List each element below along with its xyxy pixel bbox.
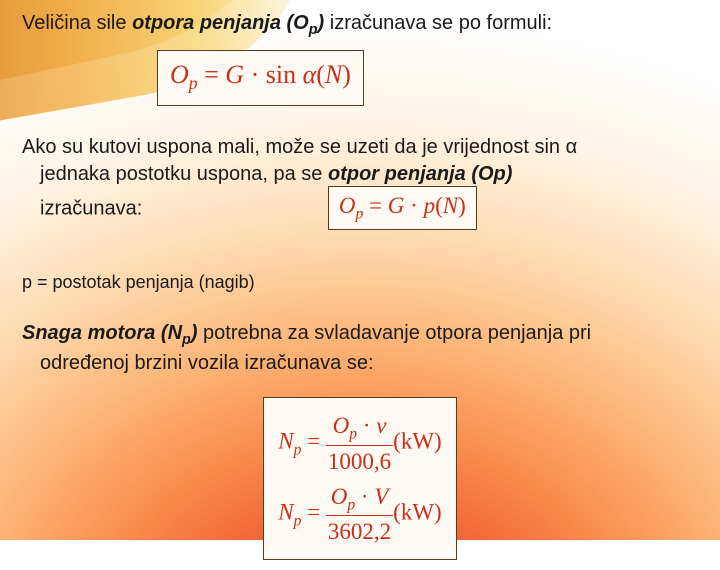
f3a-lhs: N [278,429,293,454]
p1-term: otpora penjanja (O [132,12,309,34]
p4-tail1: potrebna za svladavanje otpora penjanja … [198,322,592,344]
paragraph-1: Veličina sile otpora penjanja (Op) izrač… [22,10,698,40]
paragraph-3: p = postotak penjanja (nagib) [22,270,698,294]
formula-2-wrap: Op = G · p(N) [148,186,477,231]
p4-term: Snaga motora (N [22,322,182,344]
f3b-unit: (kW) [393,499,442,524]
f3a-numb: v [376,413,386,438]
f3a-dot: · [357,413,376,438]
f1-lhs: O [170,60,189,89]
f1-uopen: ( [316,60,325,89]
f1-g: G [225,60,244,89]
f1-sin: sin [266,60,303,89]
f2-g: G [388,193,405,218]
formula-3-row2: Np = Op · V3602,2(kW) [278,481,441,548]
p2-line1: Ako su kutovi uspona mali, može se uzeti… [22,136,577,158]
f1-alpha: α [303,60,317,89]
f3b-numb: V [374,484,388,509]
p4-term-close: ) [191,322,198,344]
f3b-numa: O [331,484,348,509]
f2-dot: · [404,193,423,218]
p1-tail: izračunava se po formuli: [324,12,552,34]
f3a-numa: O [333,413,350,438]
f2-p: p [424,193,436,218]
f1-lhs-sub: p [189,74,198,94]
p2-term: otpor penjanja (Op) [328,163,512,185]
p2-line3: izračunava: [40,197,142,219]
formula-3-wrap: Np = Op · v1000,6(kW) Np = Op · V3602,2(… [22,397,698,561]
formula-3: Np = Op · v1000,6(kW) Np = Op · V3602,2(… [263,397,456,561]
p3-text: p = postotak penjanja (nagib) [22,272,255,292]
f3a-unit: (kW) [393,429,442,454]
f3b-eq: = [301,499,325,524]
f2-lhs: O [339,193,356,218]
f3a-den: 1000,6 [326,446,393,477]
f3a-eq: = [301,429,325,454]
formula-1-wrap: Op = G · sin α(N) [22,50,698,105]
f3b-lhs: N [278,499,293,524]
formula-2: Op = G · p(N) [328,186,477,231]
slide-content: Veličina sile otpora penjanja (Op) izrač… [0,0,720,570]
f3a-numsub: p [349,426,357,443]
f1-unit: N [325,60,342,89]
f1-uclose: ) [342,60,351,89]
f2-eq: = [363,193,387,218]
f2-unit: N [443,193,458,218]
f2-uclose: ) [458,193,466,218]
p4-tail2: određenoj brzini vozila izračunava se: [22,350,688,377]
f3b-numsub: p [347,496,355,513]
f3b-dot: · [355,484,374,509]
f2-uopen: ( [435,193,443,218]
p4-term-sub: p [182,332,191,348]
formula-1: Op = G · sin α(N) [157,50,364,105]
f3b-den: 3602,2 [326,516,393,547]
p1-lead: Veličina sile [22,12,132,34]
p1-term-sub: p [309,22,318,38]
f1-dot: · [244,60,266,89]
paragraph-4: Snaga motora (Np) potrebna za svladavanj… [22,320,698,377]
p2-line2a: jednaka postotku uspona, pa se [40,163,328,185]
formula-3-row1: Np = Op · v1000,6(kW) [278,410,441,477]
f1-eq: = [198,60,226,89]
paragraph-2: Ako su kutovi uspona mali, može se uzeti… [22,134,698,231]
